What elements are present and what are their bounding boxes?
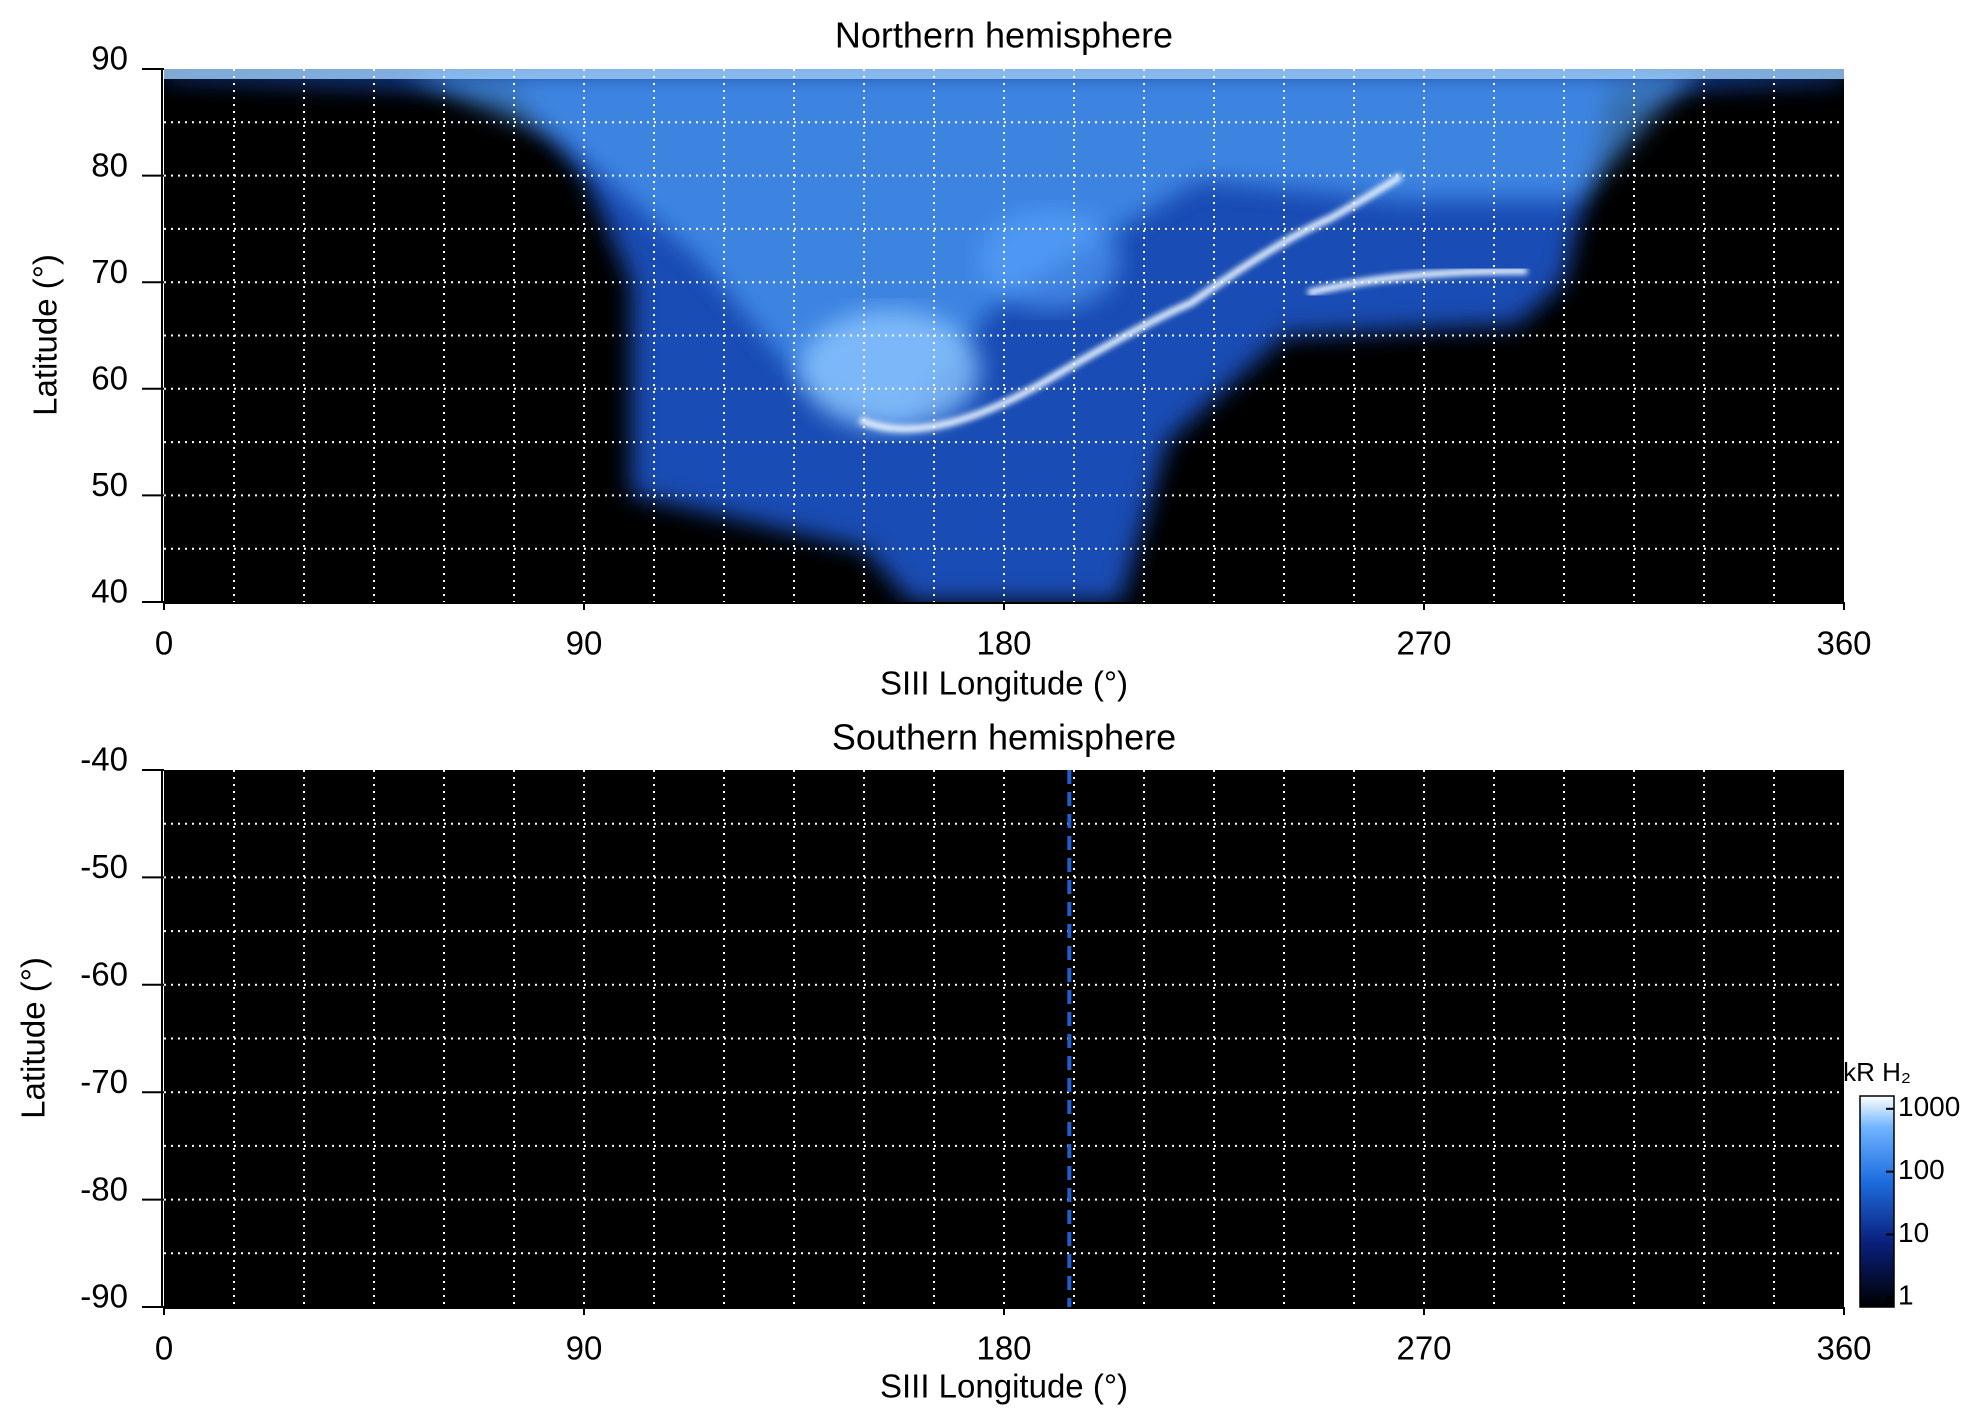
- y-tick-label: 90: [91, 40, 128, 77]
- colorbar: [1859, 1095, 1895, 1308]
- x-tick-label: 180: [976, 1330, 1031, 1367]
- chart-title: Northern hemisphere: [835, 15, 1173, 56]
- x-tick-label: 0: [155, 625, 173, 662]
- colorbar-tick-label: 1: [1898, 1280, 1914, 1311]
- y-tick-label: -40: [80, 741, 128, 778]
- y-axis-label: Latitude (°): [27, 254, 64, 416]
- y-axis-label: Latitude (°): [15, 957, 52, 1119]
- y-tick-label: -50: [80, 848, 128, 885]
- colorbar-tick-label: 1000: [1898, 1091, 1960, 1122]
- y-tick-label: 60: [91, 360, 128, 397]
- y-tick-label: -60: [80, 956, 128, 993]
- colorbar-tick-label: 10: [1898, 1217, 1929, 1248]
- x-tick-label: 360: [1816, 1330, 1871, 1367]
- x-axis-label: SIII Longitude (°): [880, 665, 1128, 702]
- chart-title: Southern hemisphere: [832, 717, 1176, 758]
- y-tick-label: 70: [91, 253, 128, 290]
- y-tick-label: -90: [80, 1278, 128, 1315]
- colorbar-tick-label: 100: [1898, 1154, 1945, 1185]
- x-tick-label: 180: [976, 625, 1031, 662]
- y-tick-label: 50: [91, 466, 128, 503]
- x-tick-label: 90: [566, 625, 603, 662]
- x-axis-label: SIII Longitude (°): [880, 1368, 1128, 1405]
- x-tick-label: 90: [566, 1330, 603, 1367]
- x-tick-label: 270: [1396, 1330, 1451, 1367]
- x-tick-label: 0: [155, 1330, 173, 1367]
- y-tick-label: 40: [91, 573, 128, 610]
- x-tick-label: 360: [1816, 625, 1871, 662]
- y-tick-label: -70: [80, 1063, 128, 1100]
- x-tick-label: 270: [1396, 625, 1451, 662]
- y-tick-label: 80: [91, 146, 128, 183]
- y-tick-label: -80: [80, 1170, 128, 1207]
- colorbar-label: kR H₂: [1843, 1057, 1911, 1087]
